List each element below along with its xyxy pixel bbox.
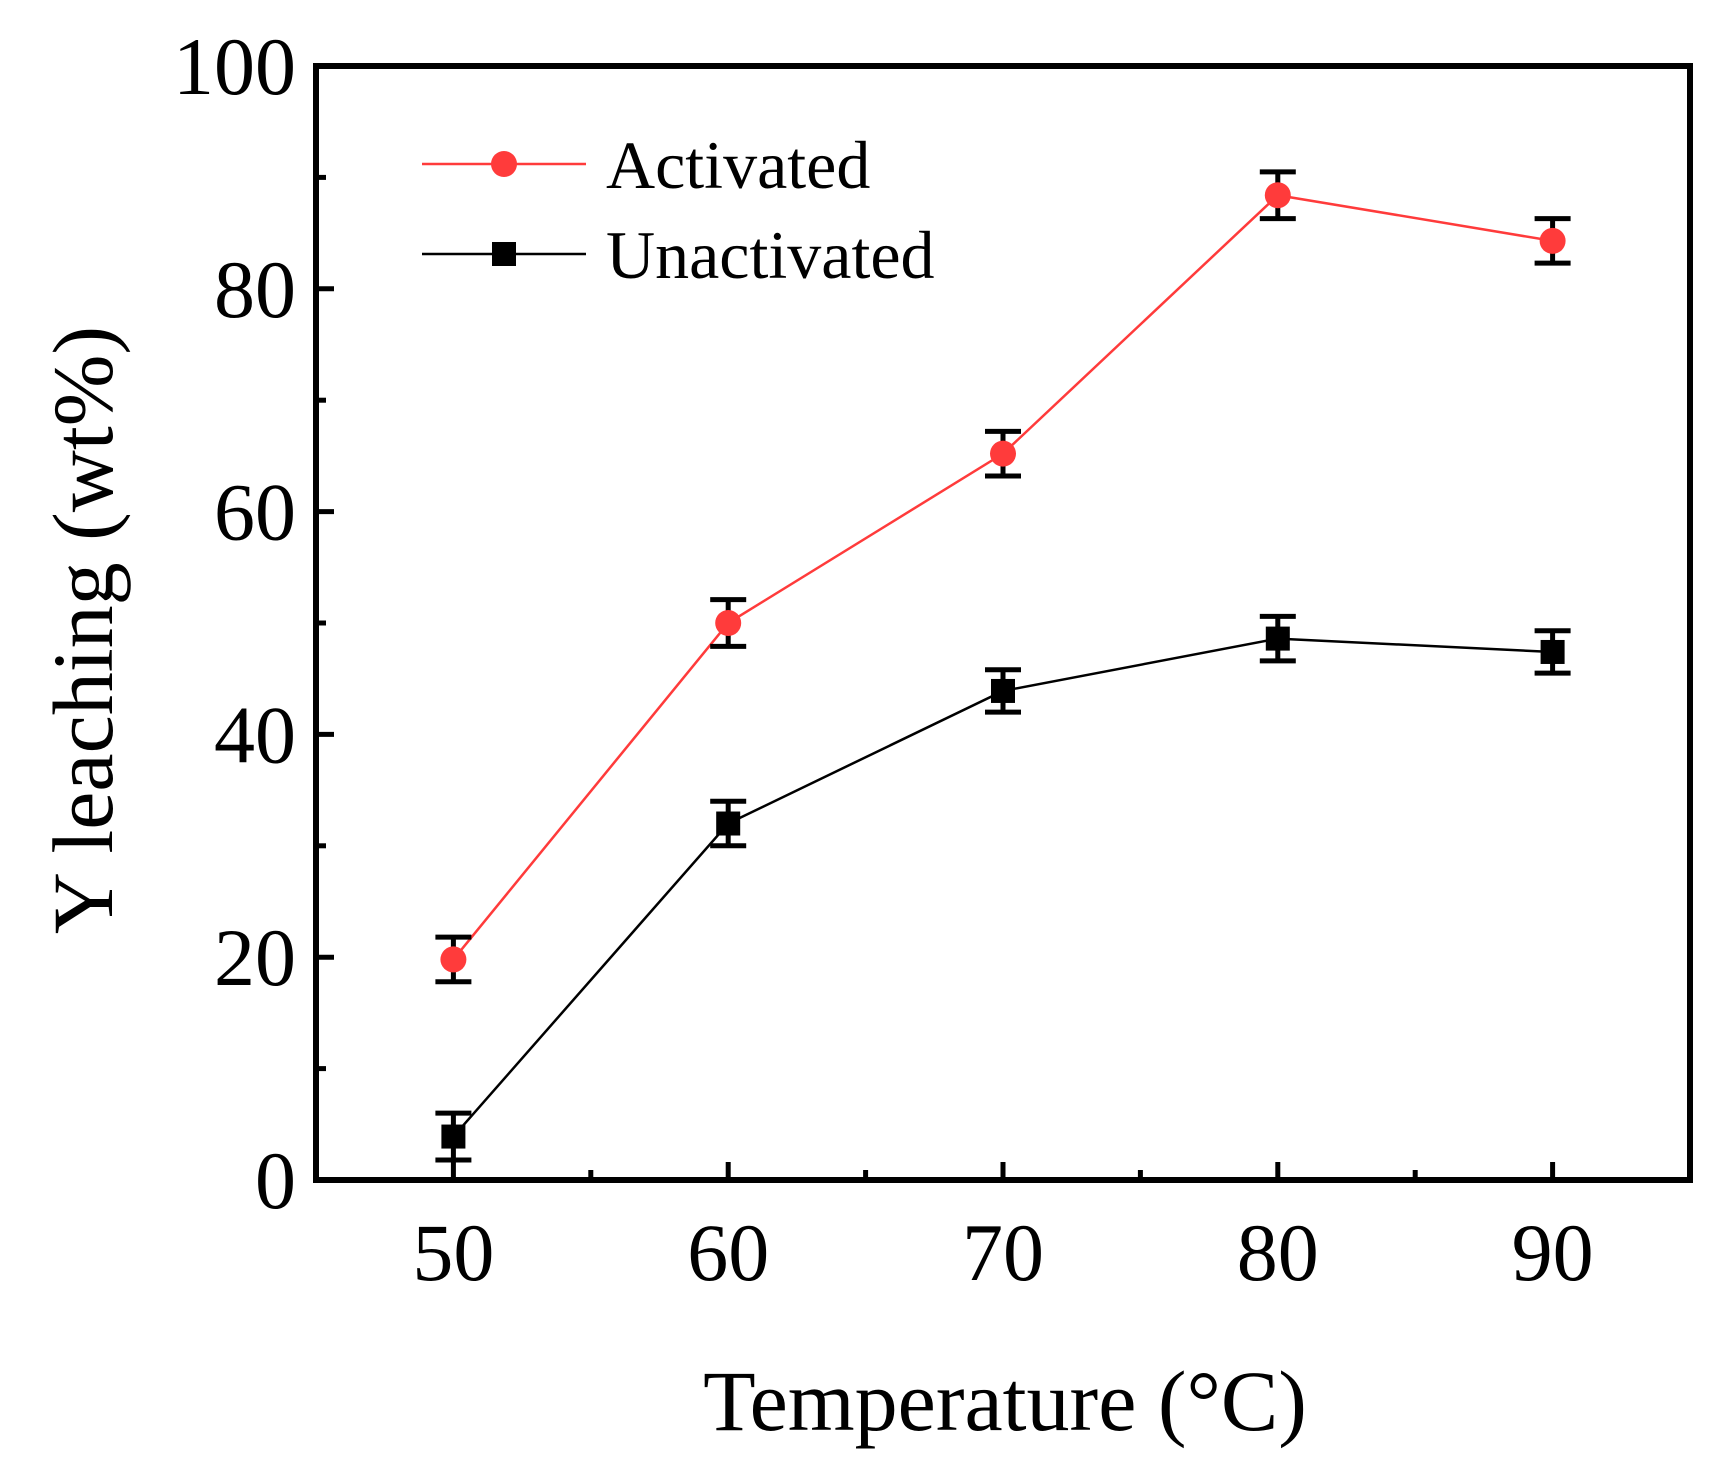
legend-label: Activated xyxy=(606,127,870,203)
data-point xyxy=(441,1124,466,1149)
data-point xyxy=(1539,227,1566,254)
series-activated xyxy=(435,169,1571,985)
series-layer xyxy=(435,169,1571,1163)
x-axis-title: Temperature (°C) xyxy=(703,1353,1307,1449)
plot-frame xyxy=(313,63,1693,1183)
x-tick-label: 60 xyxy=(687,1207,769,1298)
x-tick-label: 70 xyxy=(962,1207,1044,1298)
data-point xyxy=(1264,182,1291,209)
legend-label: Unactivated xyxy=(606,217,935,293)
data-point xyxy=(1540,639,1565,664)
legend-marker xyxy=(492,242,516,266)
x-axis-ticks: 50 60 70 80 90 xyxy=(412,1162,1594,1298)
y-tick-label: 40 xyxy=(214,689,296,780)
y-axis-ticks: 0 20 40 60 80 100 xyxy=(173,21,334,1226)
data-point xyxy=(990,440,1016,467)
data-point xyxy=(715,610,742,636)
legend-item: Activated xyxy=(422,127,870,203)
y-tick-label: 60 xyxy=(214,467,296,558)
data-point xyxy=(1265,626,1290,651)
y-tick-label: 80 xyxy=(214,244,296,335)
legend-item: Unactivated xyxy=(422,217,935,293)
x-tick-label: 50 xyxy=(412,1207,494,1298)
y-tick-label: 20 xyxy=(214,912,296,1003)
series-line xyxy=(452,193,1553,961)
plot-area xyxy=(313,63,1693,1183)
legend-marker xyxy=(491,151,517,177)
x-tick-label: 90 xyxy=(1512,1207,1594,1298)
y-axis-title: Y leaching (wt%) xyxy=(35,326,131,934)
y-tick-label: 100 xyxy=(173,21,296,112)
series-unactivated xyxy=(435,613,1571,1163)
y-tick-label: 0 xyxy=(255,1135,296,1226)
x-tick-label: 80 xyxy=(1237,1207,1319,1298)
legend: Activated Unactivated xyxy=(422,127,935,293)
data-point xyxy=(440,946,467,973)
data-point xyxy=(991,678,1015,703)
data-point xyxy=(716,811,741,836)
